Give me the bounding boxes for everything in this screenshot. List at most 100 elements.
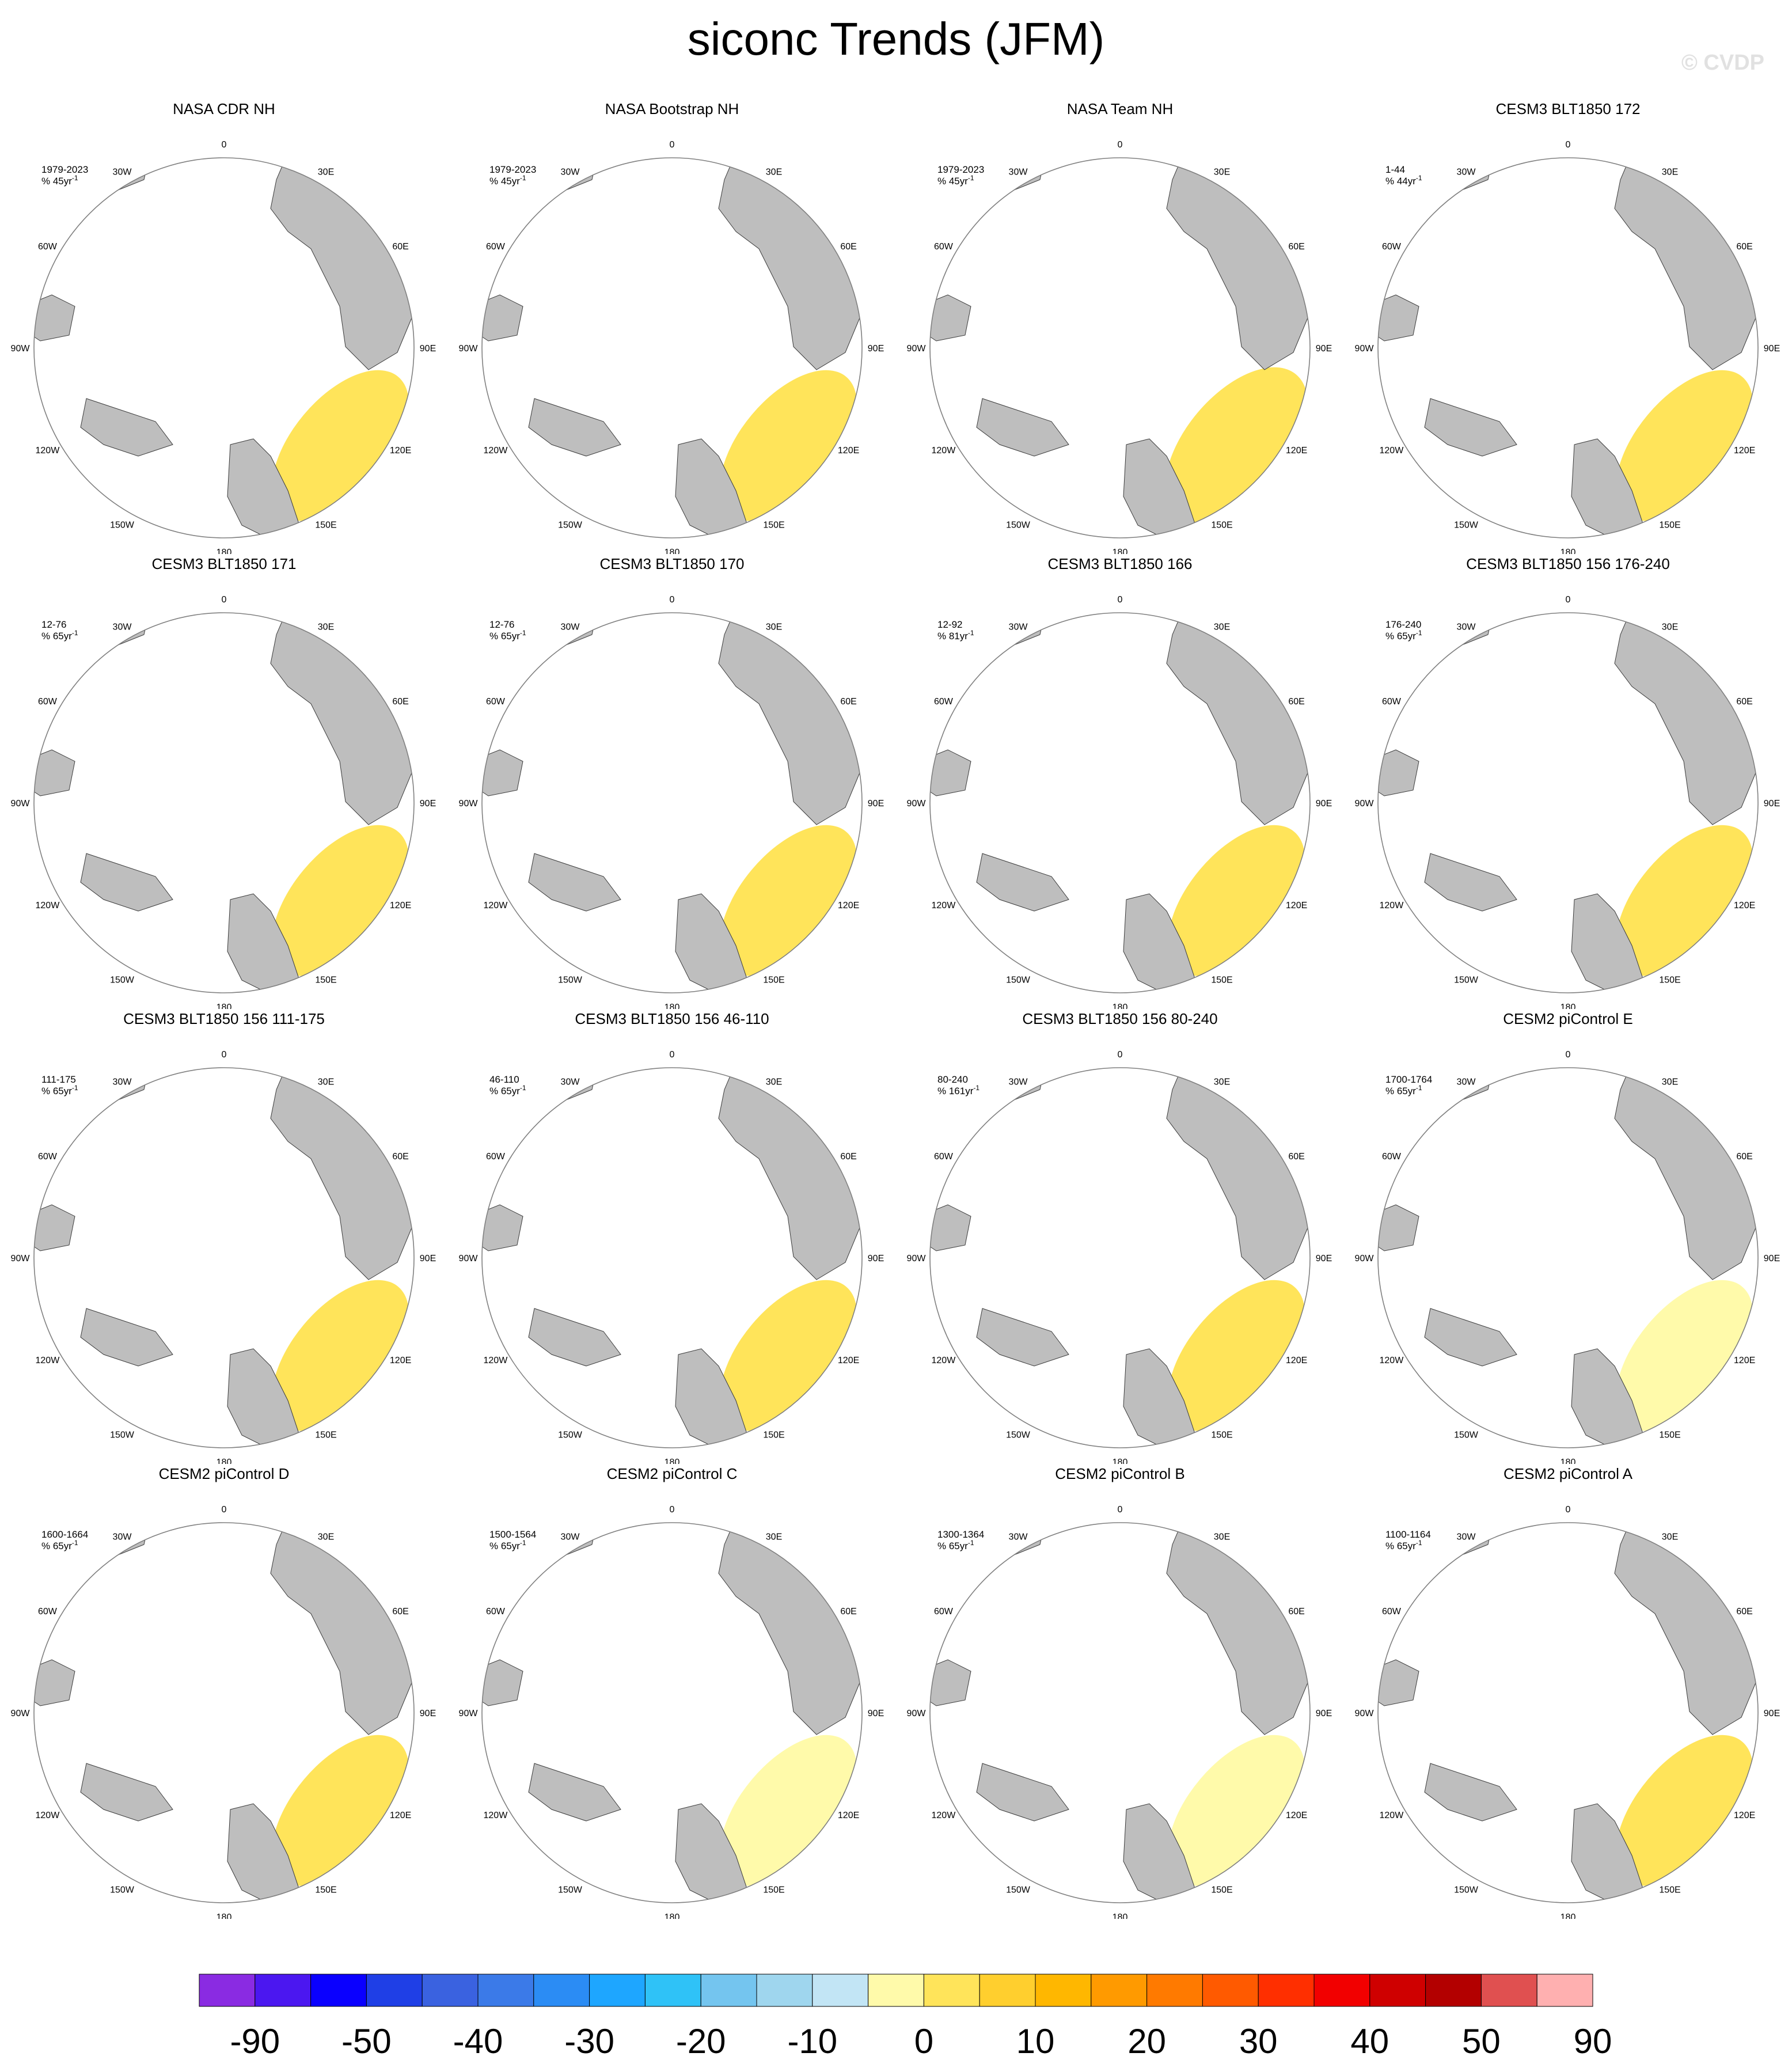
- unit-exponent: -1: [520, 174, 526, 182]
- lon-label: 90W: [459, 799, 479, 809]
- panel-title: CESM3 BLT1850 156 176-240: [1466, 555, 1670, 572]
- lon-label: 150W: [558, 1431, 583, 1440]
- unit-text: % 161yr: [937, 1086, 974, 1096]
- land-mass: [1424, 853, 1517, 912]
- lon-label: 60W: [934, 242, 954, 252]
- lon-label: 120E: [1286, 1811, 1307, 1820]
- unit-exponent: -1: [1416, 174, 1422, 182]
- lon-label: 120E: [1734, 1811, 1755, 1820]
- lon-label: 90E: [1764, 344, 1780, 354]
- lon-label: 150E: [315, 521, 336, 530]
- lon-label: 90W: [907, 1709, 927, 1718]
- unit-text: % 65yr: [41, 1086, 72, 1096]
- trend-cell: [1616, 370, 1753, 521]
- colorbar-swatch: [1313, 1974, 1370, 2007]
- lon-label: 180: [665, 1913, 680, 1919]
- period-label: 1979-2023: [489, 164, 536, 175]
- map-body: [482, 613, 862, 993]
- panel-title: CESM2 piControl C: [606, 1465, 738, 1482]
- colorbar-tick-label: 30: [1239, 2022, 1278, 2061]
- map-panel: CESM3 BLT1850 156 176-240 180 150E 120E 90E 6…: [1344, 554, 1792, 1009]
- map-boundary: [33, 612, 415, 993]
- trend-cell: [272, 825, 409, 976]
- map-panel: CESM3 BLT1850 170 180 150E 120E 90E 60E 30E 0 30…: [448, 554, 896, 1009]
- lon-label: 90E: [868, 1709, 884, 1718]
- lon-label: 30E: [766, 622, 782, 632]
- lon-label: 120E: [838, 1811, 859, 1820]
- watermark-cvdp: © CVDP: [1681, 51, 1764, 75]
- polar-map: 180 150E 120E 90E 60E 30E 0 30W 60W 90W 120W 150W 46…: [459, 1050, 884, 1464]
- lon-label: 0: [1118, 1050, 1123, 1060]
- land-mass: [80, 1763, 173, 1822]
- lon-label: 30W: [1457, 622, 1476, 632]
- lon-label: 120W: [932, 446, 956, 456]
- period-label: 80-240: [937, 1074, 968, 1085]
- lon-label: 0: [1566, 140, 1571, 150]
- lon-label: 150E: [763, 976, 784, 985]
- colorbar-tick-label: 90: [1574, 2022, 1612, 2061]
- map-panel: NASA Bootstrap NH 180 150E 120E 90E 60E 30E 0 30…: [448, 99, 896, 554]
- lon-label: 90E: [868, 344, 884, 354]
- lon-label: 30E: [318, 1532, 334, 1542]
- unit-exponent: -1: [72, 1084, 78, 1092]
- lon-label: 150W: [558, 521, 583, 530]
- lon-label: 30W: [1009, 1077, 1028, 1087]
- map-boundary: [1377, 1522, 1759, 1903]
- lon-label: 0: [670, 140, 675, 150]
- panel-title: CESM3 BLT1850 171: [151, 555, 297, 572]
- lon-label: 150W: [110, 976, 135, 985]
- panel-title: CESM3 BLT1850 156 111-175: [123, 1010, 325, 1027]
- map-body: [34, 1068, 414, 1448]
- trend-cell: [1616, 1735, 1753, 1886]
- unit-text: % 65yr: [937, 1541, 968, 1551]
- lon-label: 0: [670, 1505, 675, 1515]
- colorbar-swatch: [756, 1974, 813, 2007]
- unit-text: % 65yr: [1385, 631, 1416, 642]
- lon-label: 120W: [1380, 1811, 1404, 1820]
- map-panel: CESM3 BLT1850 172 180 150E 120E 90E 60E 30E 0 30…: [1344, 99, 1792, 554]
- map-boundary: [929, 1522, 1311, 1903]
- lon-label: 90E: [1316, 344, 1332, 354]
- lon-label: 30W: [1457, 1077, 1476, 1087]
- lon-label: 120W: [36, 1356, 60, 1365]
- lon-label: 90E: [1764, 1709, 1780, 1718]
- panel-title: CESM2 piControl B: [1055, 1465, 1185, 1482]
- lon-label: 120E: [390, 1356, 411, 1365]
- colorbar-swatch: [979, 1974, 1036, 2007]
- map-boundary: [481, 612, 863, 993]
- lon-label: 30W: [1457, 1532, 1476, 1542]
- colorbar-tick-label: 10: [1016, 2022, 1055, 2061]
- lon-label: 90W: [1355, 1709, 1375, 1718]
- lon-label: 60E: [1736, 1607, 1752, 1617]
- unit-text: % 65yr: [1385, 1086, 1416, 1096]
- land-mass: [1424, 398, 1517, 457]
- colorbar-swatch: [589, 1974, 646, 2007]
- lon-label: 90E: [420, 344, 436, 354]
- polar-map: 180 150E 120E 90E 60E 30E 0 30W 60W 90W 120W 150W 15…: [459, 1505, 884, 1919]
- lon-label: 0: [1118, 140, 1123, 150]
- lon-label: 120E: [1286, 1356, 1307, 1365]
- lon-label: 120E: [390, 446, 411, 456]
- unit-text: % 65yr: [489, 631, 520, 642]
- trend-cell: [1616, 1280, 1753, 1431]
- panel-title: NASA CDR NH: [173, 100, 275, 117]
- map-boundary: [33, 157, 415, 538]
- lon-label: 30W: [113, 167, 132, 177]
- lon-label: 60W: [38, 1607, 58, 1617]
- land-mass: [80, 853, 173, 912]
- colorbar-swatch: [644, 1974, 701, 2007]
- panel-title: CESM3 BLT1850 166: [1047, 555, 1193, 572]
- period-label: 1600-1664: [41, 1529, 88, 1540]
- colorbar-swatch: [1480, 1974, 1537, 2007]
- panel-title: CESM3 BLT1850 156 46-110: [575, 1010, 769, 1027]
- lon-label: 30E: [1214, 622, 1230, 632]
- lon-label: 60E: [1288, 1607, 1304, 1617]
- lon-label: 150W: [110, 1431, 135, 1440]
- map-panel: CESM2 piControl E 180 150E 120E 90E 60E 30E 0 30…: [1344, 1009, 1792, 1464]
- panel-title: CESM3 BLT1850 156 80-240: [1022, 1010, 1218, 1027]
- trend-cell: [720, 825, 857, 976]
- panel-title: CESM2 piControl D: [158, 1465, 290, 1482]
- map-body: [1378, 613, 1758, 993]
- lon-label: 120W: [1380, 901, 1404, 910]
- lon-label: 60W: [1382, 1152, 1402, 1162]
